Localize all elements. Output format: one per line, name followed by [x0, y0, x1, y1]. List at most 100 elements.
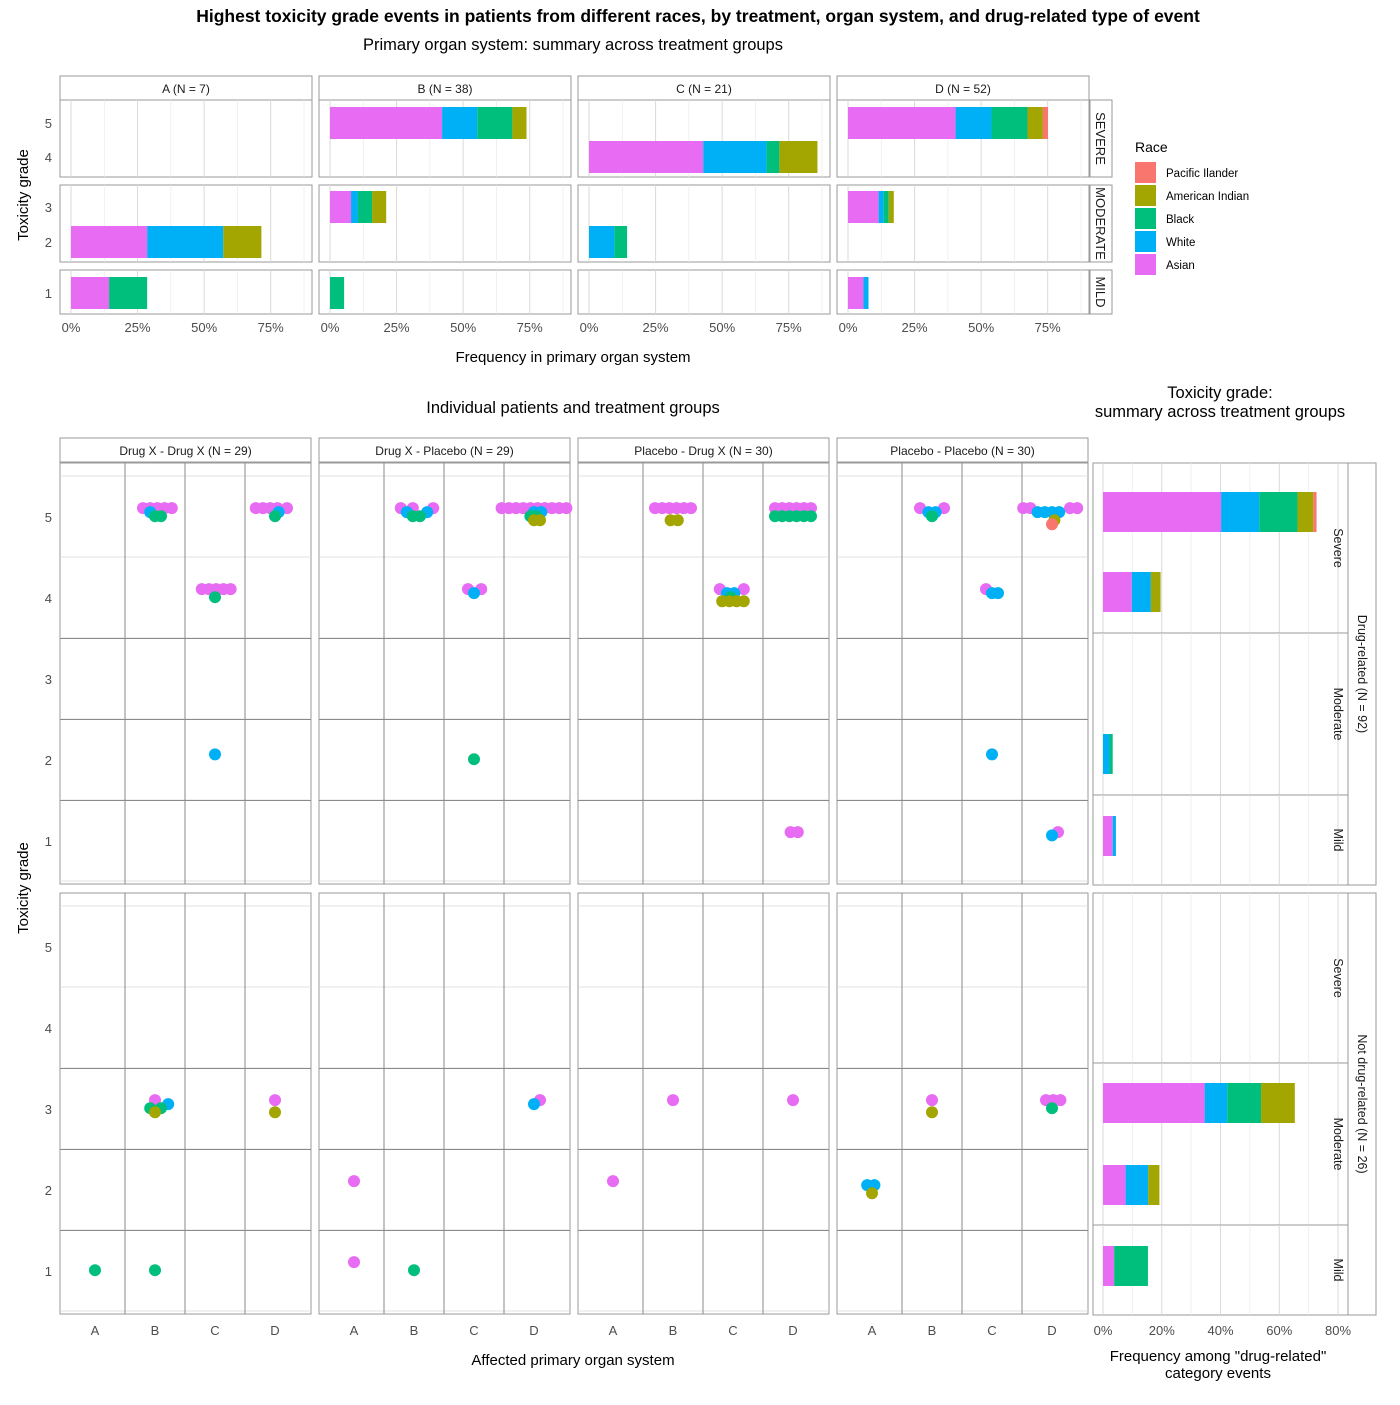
- right-bar-segment: [1103, 492, 1222, 532]
- top-bar-segment: [766, 141, 780, 173]
- right-row-label: Severe: [1331, 528, 1345, 568]
- top-chart-subtitle: Primary organ system: summary across tre…: [363, 36, 783, 54]
- top-row-label: MODERATE: [1093, 187, 1108, 260]
- patient-point: [737, 583, 750, 596]
- patient-point: [737, 595, 750, 608]
- top-facet-label: A (N = 7): [162, 82, 210, 96]
- patient-point: [269, 510, 281, 523]
- top-bar-segment: [878, 191, 884, 223]
- right-x-tick-label: 40%: [1207, 1323, 1233, 1338]
- top-x-tick-label: 25%: [902, 320, 928, 335]
- top-facet-label: C (N = 21): [676, 82, 732, 96]
- bottom-x-tick-label: C: [469, 1323, 478, 1338]
- patient-point: [224, 583, 237, 596]
- patient-point: [685, 502, 697, 515]
- top-bar-segment: [109, 277, 148, 309]
- bottom-facet-label: Placebo - Placebo (N = 30): [890, 444, 1034, 458]
- top-row-label: SEVERE: [1093, 112, 1108, 165]
- right-bar-segment: [1204, 1083, 1228, 1123]
- bottom-x-tick-label: A: [91, 1323, 100, 1338]
- right-bar-segment: [1227, 1083, 1262, 1123]
- patient-point: [468, 587, 480, 600]
- patient-point: [348, 1175, 360, 1188]
- right-x-tick-label: 80%: [1325, 1323, 1351, 1338]
- bottom-facet-label: Placebo - Drug X (N = 30): [634, 444, 772, 458]
- right-bar-segment: [1125, 1165, 1149, 1205]
- bottom-y-tick-label: 2: [45, 753, 52, 768]
- top-bar-segment: [991, 107, 1028, 139]
- right-bar-segment: [1114, 1246, 1148, 1286]
- bottom-y-tick-label: 1: [45, 1264, 52, 1279]
- right-bar-segment: [1150, 572, 1161, 612]
- right-bar-segment: [1103, 1165, 1126, 1205]
- top-bar-segment: [614, 226, 628, 258]
- patient-point: [89, 1264, 101, 1277]
- top-facet-label: D (N = 52): [935, 82, 991, 96]
- top-bar-segment: [477, 107, 513, 139]
- right-x-tick-label: 20%: [1149, 1323, 1175, 1338]
- legend-swatch: [1135, 254, 1156, 275]
- bottom-x-tick-label: C: [987, 1323, 996, 1338]
- bottom-facet-strip: [318, 437, 571, 463]
- top-bar-segment: [848, 191, 879, 223]
- top-x-tick-label: 0%: [321, 320, 340, 335]
- patient-point: [348, 1256, 360, 1269]
- bottom-y-tick-label: 4: [45, 591, 52, 606]
- toxicity-grade-summary-chart: Toxicity grade: summary across treatment …: [1092, 384, 1377, 1382]
- right-x-axis-title: Frequency among "drug-related" category e…: [1110, 1348, 1327, 1382]
- patient-point: [926, 1106, 938, 1119]
- right-group-strip: [1347, 462, 1377, 886]
- patient-point: [468, 753, 480, 766]
- right-row-label: Mild: [1331, 829, 1345, 852]
- top-x-tick-label: 25%: [125, 320, 151, 335]
- right-bar-segment: [1221, 492, 1260, 532]
- patient-point: [149, 1264, 161, 1277]
- top-bar-segment: [703, 141, 767, 173]
- top-bar-segment: [223, 226, 262, 258]
- top-bar-segment: [589, 226, 615, 258]
- bottom-y-tick-label: 3: [45, 1102, 52, 1117]
- top-x-tick-label: 50%: [450, 320, 476, 335]
- top-bar-segment: [779, 141, 818, 173]
- top-bar-segment: [1027, 107, 1043, 139]
- right-group-label: Not drug-related (N = 26): [1355, 1034, 1369, 1173]
- patient-point: [269, 1094, 281, 1107]
- patient-point: [926, 1094, 938, 1107]
- bottom-facet-strip: [59, 437, 312, 463]
- patient-point: [155, 510, 167, 523]
- right-bar-segment: [1297, 492, 1314, 532]
- right-bar-segment: [1103, 1083, 1205, 1123]
- top-bar-segment: [883, 191, 889, 223]
- top-bar-segment: [372, 191, 387, 223]
- legend-label: American Indian: [1166, 191, 1249, 203]
- legend-label: Black: [1166, 214, 1194, 226]
- legend-swatch: [1135, 185, 1156, 206]
- top-y-tick-label: 1: [45, 286, 52, 301]
- top-x-tick-label: 75%: [776, 320, 802, 335]
- patient-point: [408, 1264, 420, 1277]
- legend-title: Race: [1135, 139, 1168, 155]
- right-group-strip: [1347, 892, 1377, 1316]
- bottom-y-axis-title: Toxicity grade: [15, 842, 32, 934]
- legend-swatch: [1135, 231, 1156, 252]
- top-bar-segment: [848, 277, 864, 309]
- patient-point: [1046, 518, 1058, 531]
- top-x-axis-title: Frequency in primary organ system: [455, 349, 690, 366]
- right-row-label: Moderate: [1331, 1118, 1345, 1171]
- patient-point: [560, 502, 573, 515]
- patient-point: [209, 748, 221, 761]
- top-bar-segment: [351, 191, 358, 223]
- bottom-y-tick-label: 3: [45, 672, 52, 687]
- patient-point: [787, 1094, 799, 1107]
- bottom-facet-label: Drug X - Drug X (N = 29): [119, 444, 251, 458]
- top-panel: [59, 99, 313, 178]
- patient-point: [805, 510, 817, 523]
- top-x-tick-label: 0%: [580, 320, 599, 335]
- top-facet-label: B (N = 38): [417, 82, 472, 96]
- top-row-strip: [1089, 184, 1113, 263]
- patient-point: [414, 510, 426, 523]
- patient-point: [986, 748, 998, 761]
- top-facet-strip: [836, 75, 1090, 101]
- legend-label: Asian: [1166, 260, 1195, 272]
